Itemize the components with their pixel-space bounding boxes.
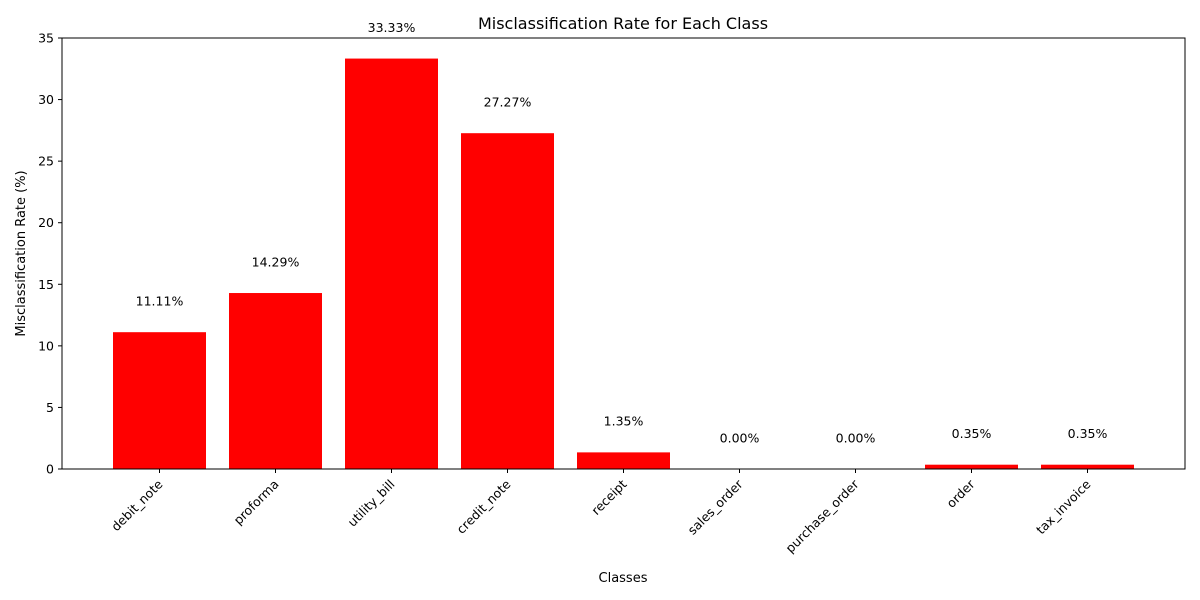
data-label-purchase_order: 0.00% (836, 430, 876, 445)
bar-credit_note (461, 133, 554, 469)
data-label-sales_order: 0.00% (720, 430, 760, 445)
y-tick-label-5: 5 (46, 400, 54, 415)
bar-debit_note (113, 332, 206, 469)
y-axis-label: Misclassification Rate (%) (14, 170, 29, 336)
x-tick-label-debit_note: debit_note (108, 476, 166, 534)
data-label-receipt: 1.35% (604, 414, 644, 429)
x-tick-label-tax_invoice: tax_invoice (1033, 476, 1094, 537)
y-tick-label-30: 30 (38, 92, 54, 107)
x-tick-label-utility_bill: utility_bill (344, 477, 397, 530)
y-axis: 0 5 10 15 20 25 30 35 (38, 31, 62, 477)
y-tick-label-20: 20 (38, 215, 54, 230)
data-labels-layer: 11.11% 14.29% 33.33% 27.27% 1.35% 0.00% 0.00% 0… (136, 20, 1108, 445)
x-tick-label-sales_order: sales_order (685, 476, 747, 538)
x-tick-label-purchase_order: purchase_order (782, 476, 862, 556)
x-tick-label-proforma: proforma (231, 477, 282, 528)
x-tick-label-receipt: receipt (588, 476, 629, 517)
bar-utility_bill (345, 58, 438, 470)
data-label-utility_bill: 33.33% (368, 20, 416, 35)
y-tick-label-25: 25 (38, 154, 54, 169)
data-label-order: 0.35% (952, 426, 992, 441)
data-label-credit_note: 27.27% (484, 95, 532, 110)
x-tick-label-order: order (943, 476, 978, 511)
y-tick-label-35: 35 (38, 31, 54, 46)
y-tick-label-10: 10 (38, 338, 54, 353)
bars-layer (113, 58, 1134, 470)
x-axis: debit_note proforma utility_bill credit_not… (108, 469, 1094, 556)
x-tick-label-credit_note: credit_note (453, 476, 513, 536)
data-label-tax_invoice: 0.35% (1068, 426, 1108, 441)
y-tick-label-0: 0 (46, 462, 54, 477)
bar-tax_invoice (1041, 464, 1134, 469)
bar-receipt (577, 452, 670, 469)
x-axis-label: Classes (599, 571, 648, 586)
data-label-proforma: 14.29% (252, 254, 300, 269)
bar-order (925, 464, 1018, 469)
data-label-debit_note: 11.11% (136, 294, 184, 309)
y-tick-label-15: 15 (38, 277, 54, 292)
bar-proforma (229, 293, 322, 469)
chart-title: Misclassification Rate for Each Class (478, 14, 768, 33)
plot-frame (61, 37, 1186, 470)
